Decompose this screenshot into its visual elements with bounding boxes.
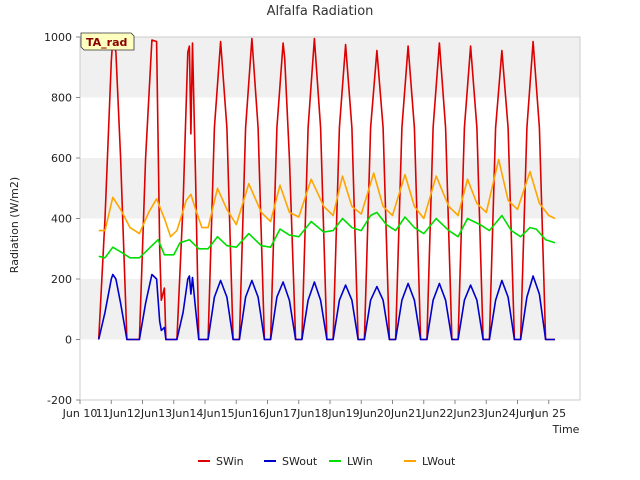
grid-band bbox=[80, 97, 580, 158]
y-axis-ticks: -200 0 200 400 600 800 1000 bbox=[44, 31, 80, 407]
x-tick-label: 15Jun bbox=[221, 407, 252, 420]
y-tick-label: 400 bbox=[51, 213, 72, 226]
x-tick-label: Jun 10 bbox=[62, 407, 98, 420]
series-line-lwin bbox=[98, 211, 556, 259]
legend: SWin SWout LWin LWout bbox=[198, 455, 456, 468]
series-lines bbox=[97, 37, 556, 341]
tag-box: TA_rad bbox=[80, 32, 135, 51]
x-tick-label: 18Jun bbox=[314, 407, 345, 420]
y-tick-label: 0 bbox=[65, 334, 72, 347]
series-line-lwout bbox=[98, 158, 556, 238]
chart-title: Alfalfa Radiation bbox=[267, 4, 374, 19]
x-tick-label: 12Jun bbox=[127, 407, 158, 420]
x-tick-label: 21Jun bbox=[408, 407, 439, 420]
x-tick-label: 22Jun bbox=[439, 407, 470, 420]
y-tick-label: -200 bbox=[47, 394, 72, 407]
legend-label-swin: SWin bbox=[216, 455, 244, 468]
grid-band bbox=[80, 218, 580, 279]
x-tick-label: 13Jun bbox=[158, 407, 189, 420]
y-tick-label: 600 bbox=[51, 152, 72, 165]
series-line-swout bbox=[97, 273, 555, 341]
legend-label-swout: SWout bbox=[282, 455, 318, 468]
x-axis-label: Time bbox=[552, 423, 580, 436]
x-tick-label: 20Jun bbox=[377, 407, 408, 420]
legend-label-lwin: LWin bbox=[347, 455, 373, 468]
x-tick-label: 11Jun bbox=[96, 407, 127, 420]
x-tick-label: 17Jun bbox=[283, 407, 314, 420]
y-tick-label: 800 bbox=[51, 92, 72, 105]
series-line-swin bbox=[97, 37, 555, 341]
grid-bands bbox=[80, 37, 580, 400]
grid-band bbox=[80, 37, 580, 98]
x-tick-label: 24Jun bbox=[502, 407, 533, 420]
y-axis-label: Radiation (W/m2) bbox=[8, 177, 21, 273]
grid-band bbox=[80, 339, 580, 400]
x-tick-label: 16Jun bbox=[252, 407, 283, 420]
tag-label: TA_rad bbox=[86, 36, 127, 49]
x-tick-label: 23Jun bbox=[471, 407, 502, 420]
x-tick-label: 19Jun bbox=[346, 407, 377, 420]
x-tick-label: 14Jun bbox=[189, 407, 220, 420]
x-tick-label: Jun 25 bbox=[530, 407, 566, 420]
legend-label-lwout: LWout bbox=[422, 455, 456, 468]
y-tick-label: 1000 bbox=[44, 31, 72, 44]
y-tick-label: 200 bbox=[51, 273, 72, 286]
